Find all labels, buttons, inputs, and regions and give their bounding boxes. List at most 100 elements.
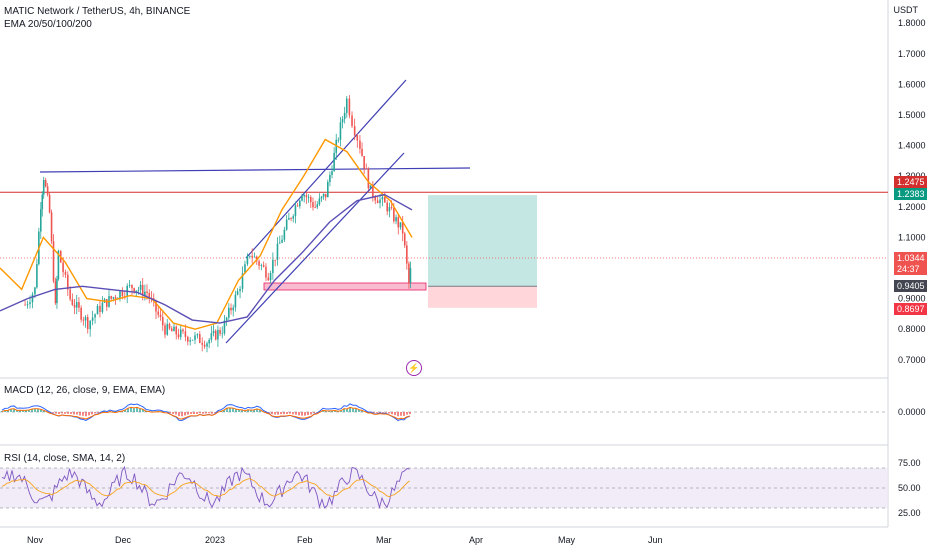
macd-histogram-bar <box>199 412 201 414</box>
candle-body <box>367 168 370 189</box>
candle-body <box>144 291 146 296</box>
candle-body <box>384 196 386 203</box>
macd-histogram-bar <box>235 409 237 412</box>
candle-body <box>408 263 410 283</box>
symbol-title[interactable]: MATIC Network / TetherUS, 4h, BINANCE <box>4 6 191 17</box>
candle-body <box>372 185 374 198</box>
candle-body <box>173 326 175 332</box>
macd-histogram-bar <box>34 408 36 412</box>
macd-histogram-bar <box>61 412 63 414</box>
macd-histogram-bar <box>358 409 360 412</box>
lightning-icon[interactable]: ⚡ <box>406 360 422 376</box>
candle-body <box>361 148 363 157</box>
candle-body <box>241 273 244 289</box>
macd-histogram-bar <box>133 408 135 412</box>
candle-body <box>299 200 301 207</box>
rsi-line <box>1 465 410 510</box>
candle-body <box>34 287 36 295</box>
candle-body <box>221 333 224 335</box>
candle-body <box>309 197 312 203</box>
macd-histogram-bar <box>397 412 399 417</box>
time-tick-label: Feb <box>297 535 313 545</box>
candle-body <box>66 274 69 290</box>
candle-body <box>89 320 91 330</box>
candle-body <box>345 98 348 113</box>
macd-histogram-bar <box>388 412 390 414</box>
candle-body <box>106 299 108 307</box>
macd-histogram-bar <box>316 412 318 413</box>
candle-body <box>244 264 246 274</box>
last-price-tag: 1.0344 <box>894 252 927 264</box>
candle-body <box>157 311 160 315</box>
macd-histogram-bar <box>214 412 216 413</box>
candle-body <box>210 333 213 340</box>
candle-body <box>31 294 34 303</box>
candle-body <box>322 193 325 197</box>
candle-body <box>290 218 292 219</box>
macd-histogram-bar <box>403 412 405 416</box>
candle-body <box>274 259 276 261</box>
candle-body <box>285 219 288 230</box>
macd-histogram-bar <box>247 409 249 412</box>
candle-body <box>159 314 162 317</box>
candle-body <box>78 302 80 308</box>
candle-body <box>168 323 171 329</box>
target-zone <box>428 195 537 287</box>
candle-body <box>166 323 169 335</box>
macd-histogram-bar <box>172 412 174 414</box>
rsi-tick-label: 25.00 <box>898 508 921 518</box>
candle-body <box>199 334 201 343</box>
macd-histogram-bar <box>205 412 207 414</box>
macd-histogram-bar <box>4 410 6 412</box>
rsi-sma-line <box>1 478 410 498</box>
entry-tag: 0.9405 <box>894 280 927 292</box>
macd-histogram-bar <box>70 412 72 414</box>
candle-body <box>386 202 388 212</box>
candle-body <box>228 307 230 318</box>
rsi-legend[interactable]: RSI (14, close, SMA, 14, 2) <box>4 453 126 464</box>
candle-body <box>99 305 101 313</box>
candle-body <box>329 175 331 183</box>
candle-body <box>363 156 365 169</box>
macd-histogram-bar <box>352 408 354 412</box>
candle-body <box>139 284 142 290</box>
macd-histogram-bar <box>184 412 186 416</box>
macd-histogram-bar <box>274 412 276 415</box>
macd-histogram-bar <box>343 408 345 412</box>
candle-body <box>212 330 215 334</box>
macd-histogram-bar <box>295 412 297 415</box>
macd-histogram-bar <box>223 409 225 412</box>
stop-zone <box>428 286 537 308</box>
candle-body <box>369 185 372 189</box>
candle-body <box>71 299 74 305</box>
candle-body <box>341 119 344 123</box>
ema-legend[interactable]: EMA 20/50/100/200 <box>4 19 92 30</box>
macd-histogram-bar <box>385 412 387 413</box>
macd-histogram-bar <box>178 412 180 417</box>
candle-body <box>75 302 78 308</box>
macd-histogram-bar <box>40 409 42 412</box>
candle-body <box>265 266 267 278</box>
signal-line <box>1 406 411 420</box>
candle-body <box>294 205 297 217</box>
price-tick-label: 1.8000 <box>898 18 926 28</box>
rsi-tick-label: 75.00 <box>898 458 921 468</box>
time-tick-label: Mar <box>376 535 392 545</box>
time-tick-label: Apr <box>469 535 483 545</box>
candle-body <box>141 284 144 296</box>
candle-body <box>82 319 85 321</box>
macd-histogram-bar <box>190 412 192 414</box>
macd-histogram-bar <box>52 412 54 413</box>
macd-legend[interactable]: MACD (12, 26, close, 9, EMA, EMA) <box>4 385 166 396</box>
candle-body <box>57 250 60 279</box>
candle-body <box>312 202 314 208</box>
price-tick-label: 1.2000 <box>898 202 926 212</box>
candle-body <box>307 197 310 198</box>
candle-body <box>272 259 274 274</box>
candle-body <box>146 291 148 293</box>
candle-body <box>403 233 406 246</box>
candle-body <box>333 152 335 172</box>
macd-histogram-bar <box>142 409 144 412</box>
rsi-tick-label: 50.00 <box>898 483 921 493</box>
